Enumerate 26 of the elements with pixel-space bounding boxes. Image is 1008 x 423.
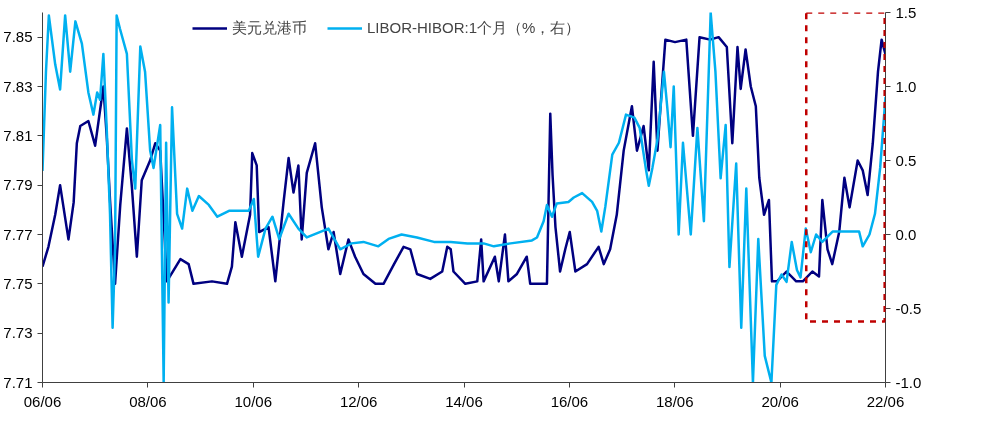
y-tick-label: 7.73 [3, 324, 33, 342]
y2-tick-label: -0.5 [895, 299, 922, 317]
y-tick-label: 7.71 [3, 373, 33, 391]
y-tick-label: 7.81 [3, 126, 33, 144]
x-tick-label: 14/06 [445, 392, 483, 410]
x-tick-label: 22/06 [866, 392, 905, 410]
x-tick-label: 12/06 [339, 392, 378, 410]
y-tick-label: 7.79 [3, 176, 33, 194]
y-tick-label: 7.85 [3, 28, 33, 46]
y2-tick-label: -1.0 [895, 373, 922, 391]
x-tick-label: 16/06 [550, 392, 589, 410]
y2-tick-label: 0.0 [895, 225, 917, 243]
x-tick-label: 10/06 [234, 392, 273, 410]
x-tick-label: 08/06 [129, 392, 167, 410]
legend-label: LIBOR-HIBOR:1个月（%，右） [367, 18, 581, 38]
y-tick-label: 7.83 [3, 77, 33, 95]
y-tick-label: 7.75 [3, 274, 33, 292]
line-series [42, 35, 886, 286]
x-tick-label: 06/06 [23, 392, 62, 410]
y2-tick-label: 1.0 [895, 77, 917, 95]
y2-tick-label: 0.5 [895, 151, 917, 169]
y-tick-label: 7.77 [3, 225, 33, 243]
legend-label: 美元兑港币 [232, 18, 307, 38]
x-tick-label: 18/06 [655, 392, 694, 410]
y2-tick-label: 1.5 [895, 3, 917, 21]
x-tick-label: 20/06 [761, 392, 799, 410]
